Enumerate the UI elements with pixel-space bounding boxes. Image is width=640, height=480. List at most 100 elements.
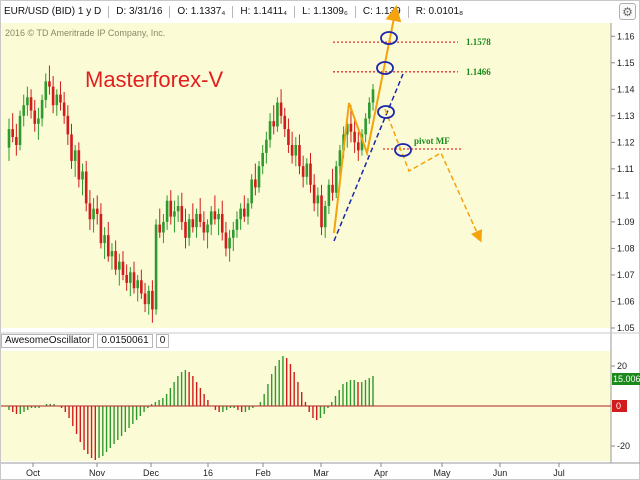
candle-body xyxy=(77,150,81,180)
price-tick-label: 1.14 xyxy=(617,84,635,94)
candle-body xyxy=(294,145,298,156)
price-tick-label: 1.08 xyxy=(617,243,635,253)
oscillator-zero-badge-text: 0 xyxy=(616,401,621,411)
candle-body xyxy=(268,121,272,140)
price-tick-label: 1.09 xyxy=(617,217,635,227)
separator xyxy=(354,6,356,18)
candle-body xyxy=(40,99,44,119)
trendline xyxy=(333,73,404,242)
candle-body xyxy=(327,184,331,206)
level-label: pivot MF xyxy=(414,136,450,146)
candle-body xyxy=(37,118,40,124)
price-tick-label: 1.16 xyxy=(617,31,635,41)
trend-arrow xyxy=(333,5,402,234)
time-tick-label: Nov xyxy=(89,468,106,478)
open-value: O: 1.1337₄ xyxy=(177,6,226,17)
separator xyxy=(169,6,171,18)
candle-body xyxy=(132,272,136,289)
candle-body xyxy=(220,213,224,233)
candle-body xyxy=(151,290,154,310)
date-value: D: 3/31/16 xyxy=(116,6,163,17)
candle-body xyxy=(217,213,220,220)
candle-body xyxy=(173,211,176,217)
separator xyxy=(232,6,234,18)
highlight-circle xyxy=(376,61,394,75)
oscillator-value: 0.0150061 xyxy=(97,334,153,348)
forecast-arrow xyxy=(384,108,482,243)
candle-body xyxy=(44,81,48,100)
candle-body xyxy=(103,235,106,244)
candle-body xyxy=(110,251,114,257)
candle-body xyxy=(283,115,287,130)
candle-body xyxy=(338,150,342,167)
candle-body xyxy=(143,293,147,305)
candle-body xyxy=(121,261,125,275)
candle-body xyxy=(228,237,231,249)
separator xyxy=(108,6,110,18)
level-label: 1.1578 xyxy=(466,37,491,47)
candle-body xyxy=(265,139,268,153)
candle-body xyxy=(301,166,305,177)
candle-body xyxy=(187,219,191,238)
symbol-label[interactable]: EUR/USD (BID) 1 y D xyxy=(4,6,102,17)
candle-body xyxy=(11,129,14,138)
candle-body xyxy=(202,221,206,233)
oscillator-header: AwesomeOscillator 0.0150061 0 xyxy=(1,333,172,349)
candle-body xyxy=(239,208,242,220)
candle-body xyxy=(22,105,26,116)
oscillator-tick-label: 20 xyxy=(617,361,627,371)
candle-body xyxy=(261,152,264,167)
candle-body xyxy=(154,224,158,310)
range-value: R: 0.0101₈ xyxy=(415,6,464,17)
candle-body xyxy=(364,118,367,135)
candle-body xyxy=(176,206,180,212)
price-tick-label: 1.15 xyxy=(617,58,635,68)
candle-body xyxy=(235,219,239,230)
candle-body xyxy=(59,94,62,103)
time-tick-label: Dec xyxy=(143,468,160,478)
candle-body xyxy=(84,171,88,204)
candle-body xyxy=(106,235,110,257)
candle-body xyxy=(349,123,353,132)
candle-body xyxy=(287,129,290,145)
gear-icon[interactable]: ⚙ xyxy=(619,3,636,20)
candle-body xyxy=(290,145,294,156)
candle-body xyxy=(48,81,51,87)
candle-body xyxy=(66,115,70,135)
candle-body xyxy=(18,115,22,145)
candle-body xyxy=(206,224,209,233)
highlight-circle xyxy=(377,105,395,119)
candle-body xyxy=(26,97,29,106)
candle-body xyxy=(29,97,33,111)
candle-body xyxy=(184,221,187,238)
price-tick-label: 1.12 xyxy=(617,137,635,147)
info-bar: EUR/USD (BID) 1 y D D: 3/31/16 O: 1.1337… xyxy=(1,1,611,23)
oscillator-name[interactable]: AwesomeOscillator xyxy=(1,334,95,348)
candle-body xyxy=(309,163,312,185)
low-value: L: 1.1309₆ xyxy=(302,6,348,17)
separator xyxy=(294,6,296,18)
candle-body xyxy=(368,102,371,119)
candle-body xyxy=(140,280,143,294)
candle-body xyxy=(55,94,59,106)
candle-body xyxy=(81,171,84,180)
candle-body xyxy=(298,145,301,167)
oscillator-zero-badge xyxy=(612,400,627,412)
highlight-circle xyxy=(394,143,412,157)
oscillator-tick-label: -20 xyxy=(617,441,630,451)
time-tick-label: Jun xyxy=(493,468,508,478)
price-tick-label: 1.05 xyxy=(617,323,635,333)
candle-body xyxy=(180,206,184,222)
candle-body xyxy=(51,86,55,106)
candle-body xyxy=(360,134,364,151)
candle-body xyxy=(136,280,139,289)
candle-body xyxy=(195,213,198,228)
candle-body xyxy=(114,251,117,270)
time-tick-label: Apr xyxy=(374,468,388,478)
candle-body xyxy=(331,184,334,193)
candle-body xyxy=(320,195,323,228)
candle-body xyxy=(243,208,246,217)
candle-body xyxy=(147,290,151,305)
close-value: C: 1.139 xyxy=(362,6,401,17)
